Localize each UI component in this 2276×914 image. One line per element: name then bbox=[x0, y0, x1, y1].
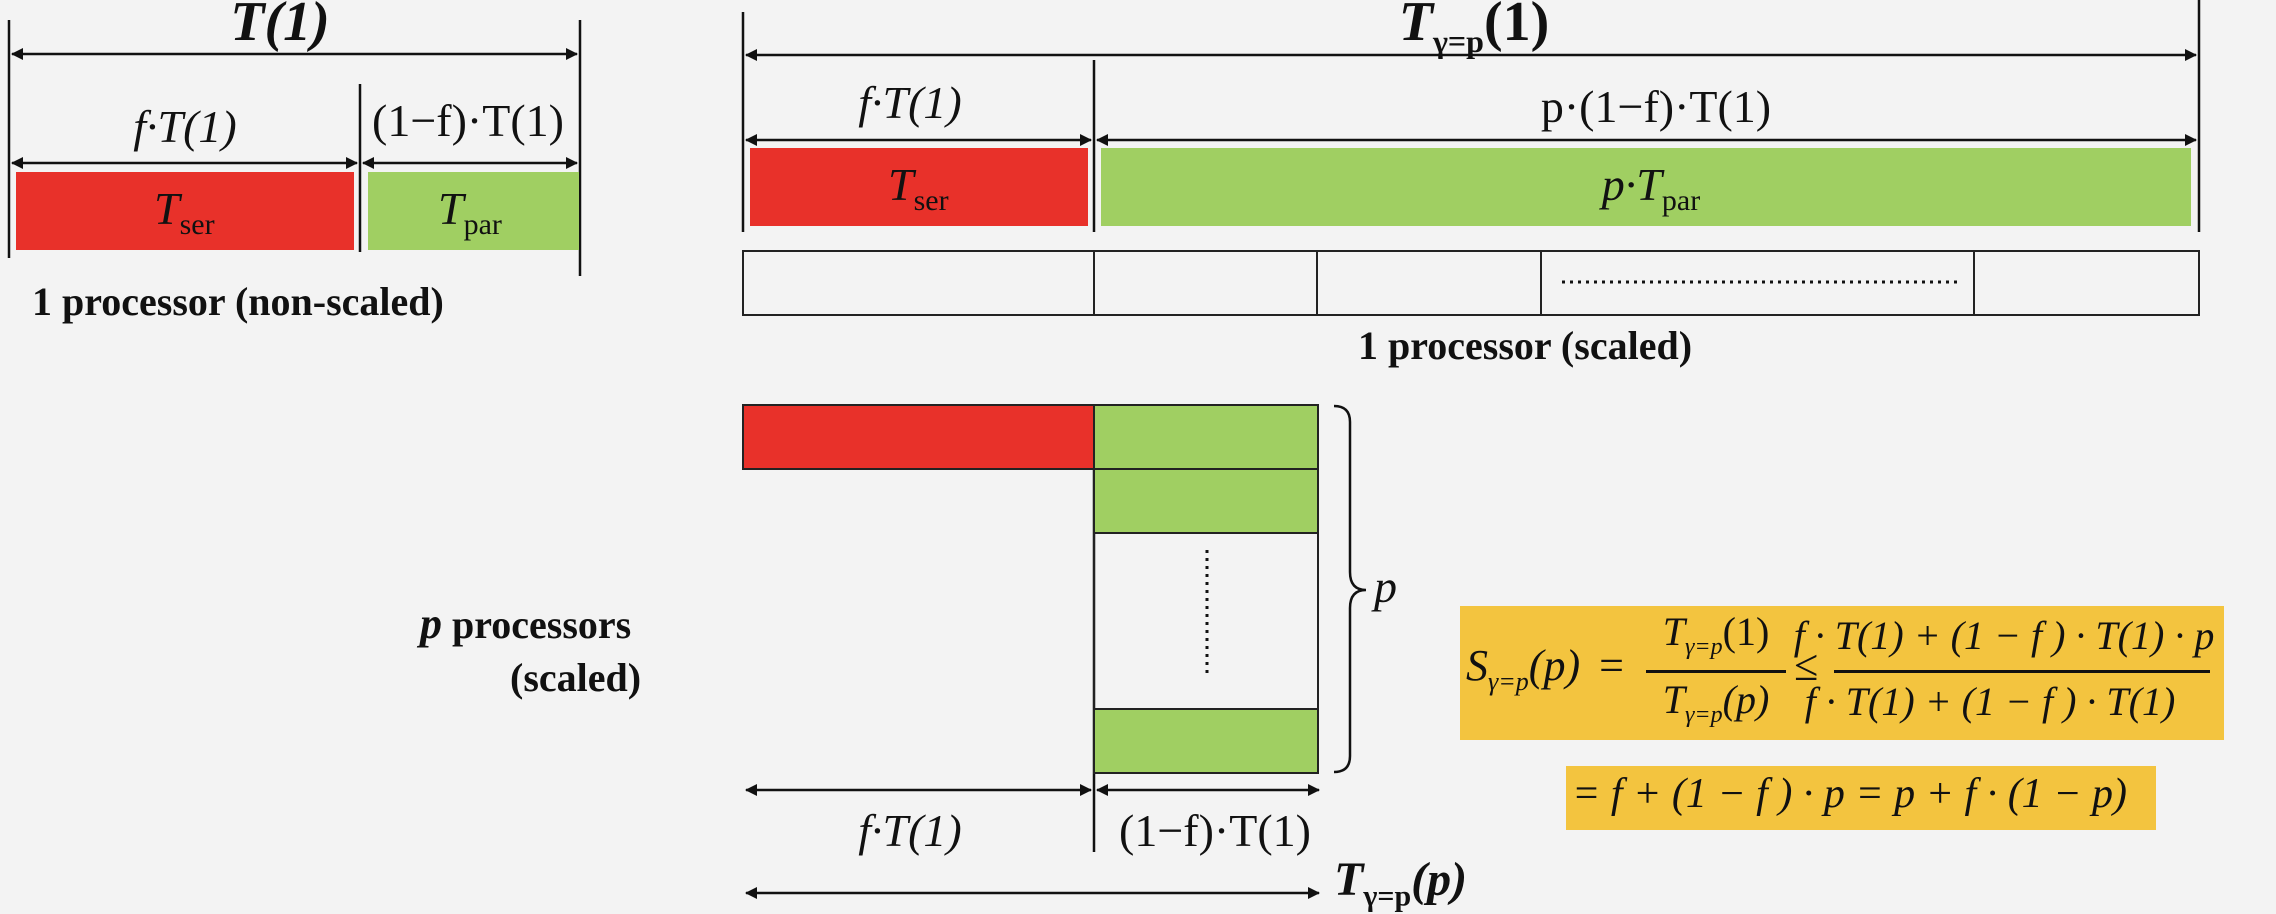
left-title: T(1) bbox=[230, 0, 330, 53]
frac2-denominator: f · T(1) + (1 − f ) · T(1) bbox=[1804, 679, 2176, 724]
speedup-lhs: Sγ=p(p) = bbox=[1466, 641, 1624, 696]
left-parallel-span-label: (1−f)·T(1) bbox=[372, 95, 564, 146]
frac1-bar bbox=[1646, 670, 1786, 673]
bottom-parallel-row-2 bbox=[1093, 468, 1319, 534]
formula-line2: = f + (1 − f ) · p = p + f · (1 − p) bbox=[1572, 771, 2128, 817]
frac2-numerator: f · T(1) + (1 − f ) · T(1) · p bbox=[1793, 613, 2215, 658]
right-serial-span-label: f·T(1) bbox=[858, 77, 962, 128]
processor-slot-2 bbox=[1316, 250, 1542, 316]
frac1-numerator: Tγ=p(1) bbox=[1662, 609, 1770, 660]
frac2-bar bbox=[1834, 670, 2210, 673]
right-title: Tγ=p(1) bbox=[1398, 0, 1550, 60]
bottom-parallel-span-label: (1−f)·T(1) bbox=[1119, 805, 1311, 856]
brace-label: p bbox=[1374, 561, 1397, 612]
processor-slot-serial bbox=[742, 250, 1095, 316]
bottom-parallel-row-1 bbox=[1093, 404, 1319, 470]
right-serial-block: Tser bbox=[750, 148, 1088, 226]
bottom-caption-line1: p processors bbox=[420, 599, 632, 648]
bottom-caption-line2: (scaled) bbox=[510, 655, 642, 700]
processor-slot-1 bbox=[1093, 250, 1318, 316]
bottom-total-label: Tγ=p(p) bbox=[1334, 853, 1468, 913]
left-caption: 1 processor (non-scaled) bbox=[32, 279, 444, 324]
bottom-parallel-row-last bbox=[1093, 708, 1319, 774]
left-parallel-block: Tpar bbox=[368, 172, 579, 250]
bottom-serial-block bbox=[742, 404, 1095, 470]
formula-box-2 bbox=[1566, 766, 2156, 830]
right-parallel-span-label: p·(1−f)·T(1) bbox=[1540, 81, 1772, 132]
right-parallel-block: p·Tpar bbox=[1101, 148, 2191, 226]
left-serial-span-label: f·T(1) bbox=[133, 101, 237, 152]
right-caption: 1 processor (scaled) bbox=[1357, 323, 1693, 368]
formula-box-1 bbox=[1460, 606, 2224, 740]
processor-slot-dots bbox=[1540, 250, 1975, 316]
p-brace bbox=[1333, 404, 1367, 774]
bottom-serial-span-label: f·T(1) bbox=[858, 805, 962, 856]
bottom-parallel-gap bbox=[1093, 532, 1319, 710]
frac1-denominator: Tγ=p(p) bbox=[1662, 677, 1770, 728]
processor-slot-last bbox=[1973, 250, 2200, 316]
left-serial-block: Tser bbox=[16, 172, 354, 250]
leq-sign: ≤ bbox=[1794, 641, 1819, 690]
